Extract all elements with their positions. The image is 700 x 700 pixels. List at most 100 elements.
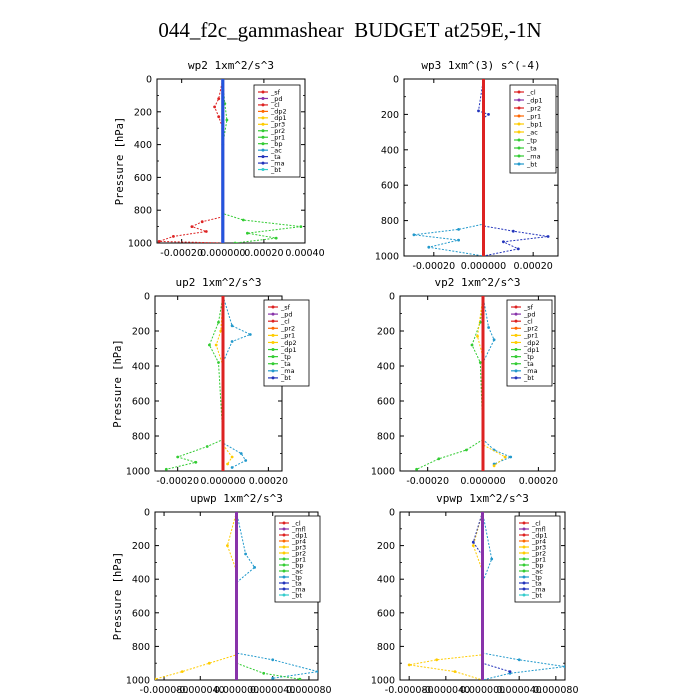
panel-title: vp2 1xm^2/s^3	[434, 276, 520, 289]
x-tick-label: 0.00020	[244, 248, 283, 259]
legend-label: _pr2	[526, 104, 541, 112]
chart-panel-1: wp2 1xm^2/s^302004006008001000-0.000200.…	[114, 59, 325, 259]
legend-marker	[517, 98, 521, 102]
legend-label: _dp1	[526, 96, 543, 104]
data-point	[230, 466, 234, 469]
data-point	[213, 105, 217, 109]
legend-marker	[271, 369, 275, 373]
y-tick-label: 600	[377, 608, 395, 619]
data-point	[478, 361, 482, 364]
data-point	[180, 670, 184, 673]
series-line-pr2	[409, 512, 483, 680]
chart-panel-5: upwp 1xm^2/s^3 0 200 400 600 800 1000-0.000080…	[112, 492, 332, 696]
legend-marker	[514, 312, 518, 316]
legend-marker	[271, 326, 275, 330]
data-point	[437, 457, 441, 461]
legend-marker	[261, 148, 265, 152]
legend-label: _cl	[280, 317, 290, 325]
legend-label: _bt	[531, 591, 542, 599]
x-tick-label: 0.000000	[460, 476, 505, 487]
data-point	[298, 677, 302, 680]
legend-label: _pr2	[291, 549, 306, 557]
series-group	[412, 79, 550, 256]
series-line-ta	[472, 512, 511, 673]
legend-label: _pd	[280, 310, 293, 318]
y-tick-label: 400	[134, 140, 152, 151]
legend-marker	[261, 116, 265, 120]
y-tick-label: 200	[132, 327, 150, 338]
data-point	[435, 658, 439, 662]
legend-label: _bt	[523, 374, 534, 382]
data-point	[207, 661, 211, 665]
legend-marker	[261, 161, 265, 165]
legend: _sf_pd_cl_pr2_pr1_dp2_dp1_tp_ta_ma_bt	[263, 299, 310, 387]
legend-marker	[514, 340, 518, 344]
x-tick-label: 0.000040	[250, 685, 295, 696]
legend-marker	[514, 348, 518, 352]
legend-marker	[517, 114, 521, 118]
legend-marker	[282, 557, 286, 561]
series-group	[164, 296, 252, 471]
y-tick-label: 200	[377, 327, 395, 338]
y-tick-label: 800	[381, 216, 399, 227]
legend-label: _mfl	[531, 525, 546, 533]
y-tick-label: 400	[377, 575, 395, 586]
series-line-tp	[413, 79, 484, 256]
y-tick-label: 0	[146, 75, 152, 86]
x-tick-label: -0.00020	[412, 261, 455, 272]
data-point	[226, 544, 229, 547]
series-line-ta	[477, 79, 549, 256]
data-point	[244, 552, 248, 556]
legend-marker	[271, 305, 275, 309]
y-tick-label: 400	[381, 145, 399, 156]
legend-marker	[517, 130, 521, 134]
y-tick-label: 0	[389, 508, 395, 519]
legend-label: _cl	[523, 317, 533, 325]
legend-marker	[522, 581, 526, 585]
legend-marker	[514, 369, 518, 373]
legend-label: _ac	[526, 128, 538, 136]
y-tick-label: 0	[393, 75, 399, 86]
legend-label: _cl	[526, 88, 536, 96]
y-tick-label: 400	[377, 362, 395, 373]
legend-marker	[522, 551, 526, 555]
legend-marker	[282, 563, 286, 567]
legend-label: _bp	[270, 140, 283, 148]
data-point	[516, 247, 520, 251]
y-tick-label: 1000	[126, 467, 150, 478]
data-point	[457, 238, 460, 242]
x-tick-label: 0.000000	[214, 685, 259, 696]
legend-label: _pr2	[270, 127, 285, 135]
legend-label: _sf	[270, 88, 281, 96]
legend-label: _ma	[280, 367, 295, 375]
y-tick-label: 400	[132, 362, 150, 373]
x-tick-label: -0.00020	[156, 476, 199, 487]
series-group	[157, 79, 303, 243]
legend-label: _bt	[291, 591, 302, 599]
legend-marker	[517, 138, 521, 142]
data-point	[217, 115, 221, 119]
series-line-tp	[482, 296, 512, 465]
legend-label: _tp	[531, 573, 542, 581]
series-line-tp	[236, 512, 318, 679]
data-point	[509, 455, 513, 459]
legend-label: _ma	[526, 152, 541, 160]
series-group	[155, 512, 318, 680]
x-tick-label: -0.000080	[385, 685, 434, 696]
x-tick-label: 0.00040	[285, 248, 324, 259]
data-point	[221, 79, 225, 81]
data-point	[407, 663, 411, 667]
series-line-bp	[236, 662, 300, 680]
series-line-pr2	[155, 512, 237, 680]
y-tick-label: 1000	[375, 252, 399, 263]
data-point	[492, 464, 496, 468]
legend-label: _tp	[291, 573, 302, 581]
legend: _sf_pd_cl_dp2_dp1_pr3_pr2_pr1_bp_ac_ta_m…	[253, 84, 301, 178]
legend-marker	[261, 135, 265, 139]
figure-title: 044_f2c_gammashear BUDGET at259E,-1N	[158, 18, 542, 42]
legend-marker	[522, 533, 526, 537]
legend-marker	[282, 575, 286, 579]
legend-marker	[261, 129, 265, 133]
legend-marker	[522, 587, 526, 591]
